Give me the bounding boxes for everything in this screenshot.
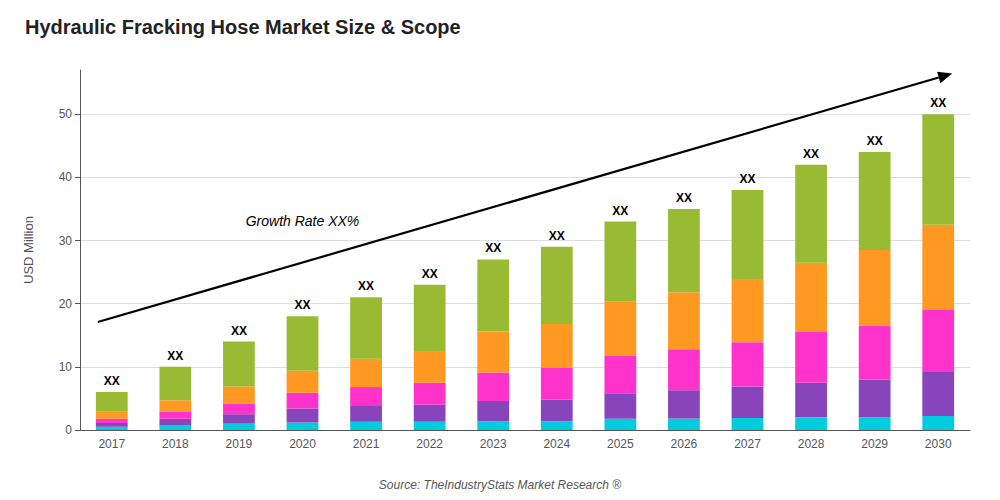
svg-text:2026: 2026 <box>671 437 698 451</box>
svg-text:XX: XX <box>294 298 310 312</box>
svg-text:XX: XX <box>231 324 247 338</box>
svg-text:0: 0 <box>65 423 72 437</box>
svg-text:2022: 2022 <box>416 437 443 451</box>
svg-text:2029: 2029 <box>861 437 888 451</box>
svg-text:2019: 2019 <box>226 437 253 451</box>
svg-text:XX: XX <box>676 191 692 205</box>
svg-text:XX: XX <box>167 349 183 363</box>
svg-text:XX: XX <box>549 229 565 243</box>
svg-text:XX: XX <box>104 374 120 388</box>
svg-text:40: 40 <box>59 170 73 184</box>
svg-text:XX: XX <box>867 134 883 148</box>
svg-text:XX: XX <box>803 147 819 161</box>
svg-text:20: 20 <box>59 297 73 311</box>
svg-text:XX: XX <box>358 279 374 293</box>
svg-text:2023: 2023 <box>480 437 507 451</box>
svg-text:2024: 2024 <box>543 437 570 451</box>
svg-text:Growth Rate XX%: Growth Rate XX% <box>246 213 360 229</box>
svg-text:2018: 2018 <box>162 437 189 451</box>
svg-text:2027: 2027 <box>734 437 761 451</box>
svg-text:2020: 2020 <box>289 437 316 451</box>
svg-text:2028: 2028 <box>798 437 825 451</box>
svg-text:XX: XX <box>422 267 438 281</box>
svg-text:2017: 2017 <box>98 437 125 451</box>
svg-text:XX: XX <box>930 96 946 110</box>
svg-text:Hydraulic Fracking Hose Market: Hydraulic Fracking Hose Market Size & Sc… <box>25 16 461 38</box>
svg-text:USD Million: USD Million <box>21 216 36 284</box>
svg-text:XX: XX <box>485 241 501 255</box>
svg-text:Source: TheIndustryStats Marke: Source: TheIndustryStats Market Research… <box>379 478 621 492</box>
svg-text:XX: XX <box>612 204 628 218</box>
svg-text:50: 50 <box>59 107 73 121</box>
svg-text:2021: 2021 <box>353 437 380 451</box>
svg-text:30: 30 <box>59 234 73 248</box>
svg-text:2030: 2030 <box>925 437 952 451</box>
svg-text:2025: 2025 <box>607 437 634 451</box>
svg-text:XX: XX <box>739 172 755 186</box>
svg-text:10: 10 <box>59 360 73 374</box>
